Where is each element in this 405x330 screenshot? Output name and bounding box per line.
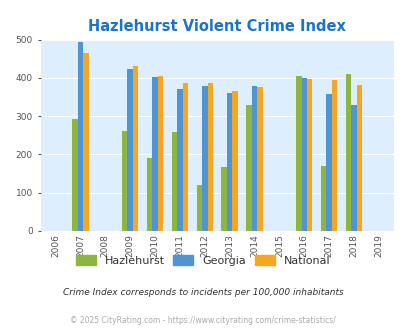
Bar — [127, 69, 132, 231]
Bar — [356, 85, 361, 231]
Bar — [83, 52, 88, 231]
Bar — [158, 76, 163, 231]
Bar — [77, 42, 83, 231]
Bar — [122, 131, 127, 231]
Bar — [246, 105, 251, 231]
Bar — [257, 87, 262, 231]
Bar — [326, 94, 331, 231]
Bar — [251, 86, 257, 231]
Text: © 2025 CityRating.com - https://www.cityrating.com/crime-statistics/: © 2025 CityRating.com - https://www.city… — [70, 316, 335, 325]
Text: Crime Index corresponds to incidents per 100,000 inhabitants: Crime Index corresponds to incidents per… — [62, 287, 343, 297]
Title: Hazlehurst Violent Crime Index: Hazlehurst Violent Crime Index — [88, 19, 345, 34]
Bar — [345, 74, 350, 231]
Bar — [72, 119, 77, 231]
Bar — [177, 88, 182, 231]
Legend: Hazlehurst, Georgia, National: Hazlehurst, Georgia, National — [72, 251, 333, 269]
Bar — [226, 93, 232, 231]
Bar — [295, 76, 301, 231]
Bar — [182, 83, 188, 231]
Bar — [152, 77, 158, 231]
Bar — [232, 90, 237, 231]
Bar — [202, 85, 207, 231]
Bar — [331, 80, 337, 231]
Bar — [196, 185, 202, 231]
Bar — [320, 166, 326, 231]
Bar — [350, 106, 356, 231]
Bar — [132, 66, 138, 231]
Bar — [306, 79, 312, 231]
Bar — [147, 158, 152, 231]
Bar — [171, 132, 177, 231]
Bar — [301, 78, 306, 231]
Bar — [221, 167, 226, 231]
Bar — [207, 83, 213, 231]
